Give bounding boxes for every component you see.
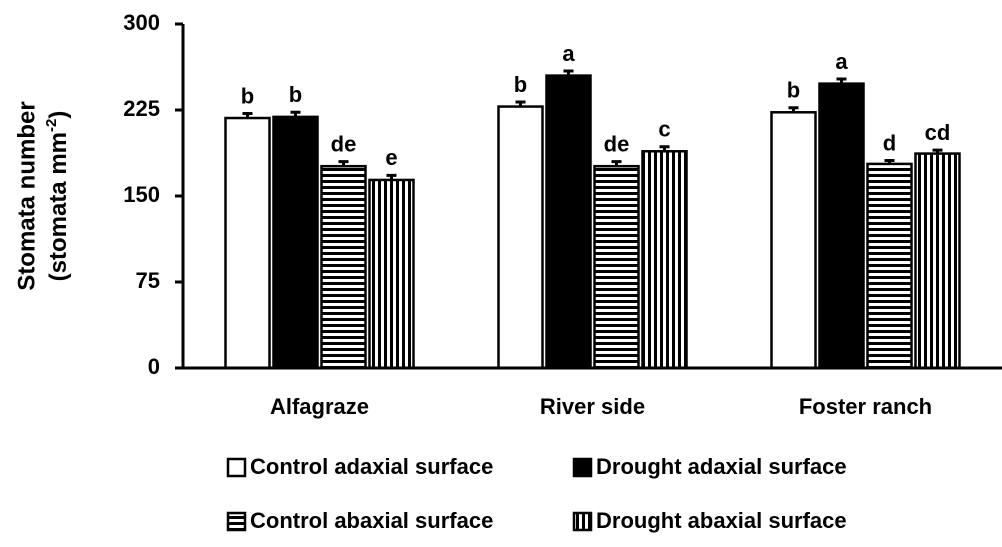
significance-letter: d xyxy=(883,130,896,155)
legend-swatch xyxy=(572,511,593,532)
bar xyxy=(272,115,319,370)
error-bar xyxy=(611,160,622,167)
error-bar xyxy=(242,111,253,119)
y-axis-subtitle: (stomata mm-2) xyxy=(43,111,72,282)
legend-swatch xyxy=(572,457,593,478)
significance-letter: e xyxy=(385,145,397,170)
y-tick-label: 150 xyxy=(123,182,160,207)
error-bar xyxy=(932,148,943,154)
bar xyxy=(320,164,367,370)
significance-letter: de xyxy=(604,131,630,156)
significance-letter: b xyxy=(289,82,302,107)
error-bar xyxy=(515,100,526,107)
significance-letter: a xyxy=(835,49,848,74)
significance-letter: c xyxy=(658,117,670,142)
bar xyxy=(224,116,271,370)
bar xyxy=(497,105,544,370)
bar xyxy=(641,150,688,370)
legend-label: Drought abaxial surface xyxy=(596,508,847,533)
error-bar xyxy=(659,145,670,152)
significance-letter: cd xyxy=(925,120,951,145)
significance-letter: de xyxy=(331,131,357,156)
legend-label: Drought adaxial surface xyxy=(596,454,847,479)
y-axis-unit: (stomata mm xyxy=(45,132,72,281)
error-bar xyxy=(836,77,847,84)
error-bar xyxy=(788,106,799,113)
x-tick-label: River side xyxy=(540,394,645,419)
significance-letter: b xyxy=(787,78,800,103)
legend-swatch xyxy=(226,457,247,478)
legend-label: Control abaxial surface xyxy=(250,508,493,533)
bar xyxy=(770,111,817,370)
bar xyxy=(914,152,961,370)
y-tick-label: 0 xyxy=(148,354,160,379)
error-bar xyxy=(884,158,895,164)
y-tick-label: 225 xyxy=(123,96,160,121)
error-bar xyxy=(290,110,301,117)
y-tick-label: 300 xyxy=(123,10,160,35)
bar xyxy=(593,164,640,370)
y-axis-unit-sup: -2 xyxy=(43,119,60,132)
bar xyxy=(368,178,415,370)
bar xyxy=(818,82,865,370)
y-axis-title: Stomata number xyxy=(13,101,40,290)
error-bar xyxy=(563,69,574,76)
significance-letter: a xyxy=(562,41,575,66)
bar xyxy=(545,74,592,370)
significance-letter: b xyxy=(241,83,254,108)
error-bar xyxy=(386,173,397,180)
y-tick-label: 75 xyxy=(136,268,160,293)
significance-letter: b xyxy=(514,72,527,97)
x-tick-label: Alfagraze xyxy=(270,394,369,419)
y-axis-unit-end: ) xyxy=(45,111,72,119)
bar xyxy=(866,162,913,370)
legend-swatch xyxy=(226,511,247,532)
x-tick-label: Foster ranch xyxy=(799,394,932,419)
legend-label: Control adaxial surface xyxy=(250,454,493,479)
error-bar xyxy=(338,160,349,167)
